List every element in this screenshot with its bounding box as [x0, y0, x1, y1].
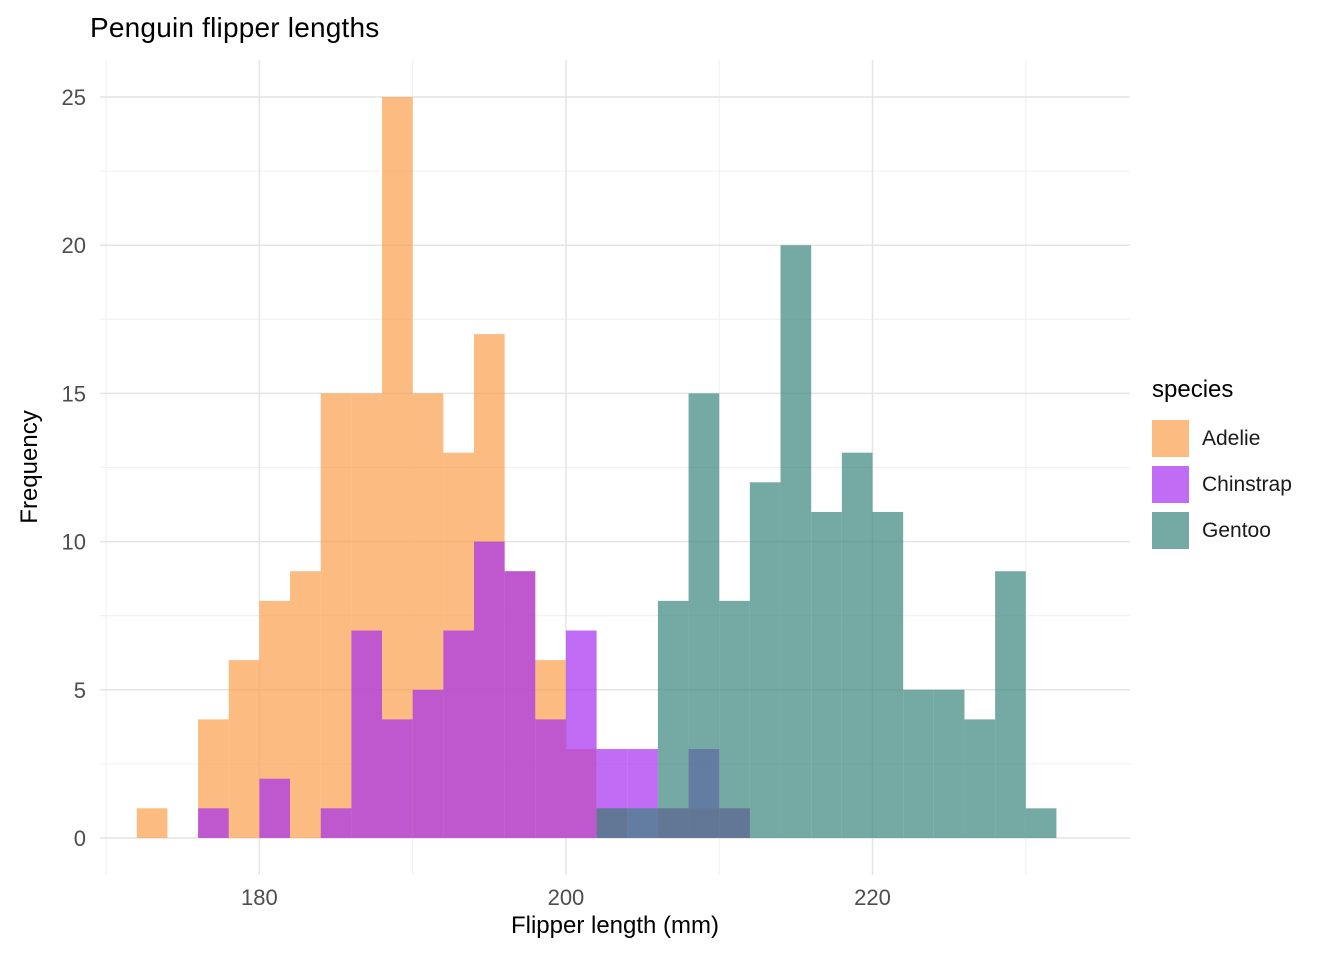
- legend-label-chinstrap: Chinstrap: [1202, 472, 1292, 496]
- histogram-bar-adelie: [320, 393, 352, 838]
- histogram-bar-chinstrap: [443, 630, 474, 838]
- histogram-bar-gentoo: [1025, 808, 1057, 838]
- histogram-bar-chinstrap: [382, 719, 413, 838]
- legend-label-adelie: Adelie: [1202, 426, 1261, 450]
- histogram-bar-chinstrap: [259, 778, 291, 838]
- x-tick-labels: 180 200 220: [241, 885, 891, 910]
- x-tick-label: 200: [548, 885, 585, 910]
- histogram-bar-gentoo: [780, 245, 812, 838]
- x-tick-label: 180: [241, 885, 278, 910]
- histogram-bar-adelie: [382, 97, 413, 838]
- legend-swatch-chinstrap: [1152, 466, 1189, 503]
- histogram-bar-adelie: [228, 660, 260, 838]
- histogram-bar-gentoo: [657, 600, 689, 838]
- legend-item-gentoo: Gentoo: [1152, 512, 1292, 549]
- chart-title: Penguin flipper lengths: [90, 12, 380, 43]
- x-axis-title: Flipper length (mm): [510, 912, 720, 939]
- legend-label-gentoo: Gentoo: [1202, 518, 1271, 542]
- histogram-bar-gentoo: [596, 808, 628, 838]
- legend-item-adelie: Adelie: [1152, 420, 1292, 457]
- histogram-bar-chinstrap: [504, 571, 536, 838]
- histogram-bar-gentoo: [964, 719, 996, 838]
- y-axis-title: Frequency: [16, 410, 43, 524]
- histogram-bar-chinstrap: [351, 630, 383, 838]
- legend-item-chinstrap: Chinstrap: [1152, 466, 1292, 503]
- legend-swatch-adelie: [1152, 420, 1189, 457]
- histogram-bar-chinstrap: [473, 541, 505, 838]
- x-tick-label: 220: [854, 885, 891, 910]
- legend-items: Adelie Chinstrap Gentoo: [1152, 420, 1292, 549]
- histogram-bar-gentoo: [903, 689, 934, 838]
- y-tick-labels: 0 5 10 15 20 25: [62, 85, 86, 851]
- histogram-bar-gentoo: [872, 511, 904, 838]
- y-tick-label: 25: [62, 85, 86, 110]
- histogram-bar-adelie: [290, 571, 321, 838]
- histogram-bar-chinstrap: [198, 808, 229, 838]
- histogram-bar-gentoo: [995, 571, 1026, 838]
- histogram-bar-chinstrap: [565, 630, 597, 838]
- y-tick-label: 0: [74, 826, 86, 851]
- histogram-bar-adelie: [136, 808, 168, 838]
- histogram-bar-chinstrap: [320, 808, 352, 838]
- histogram-bar-gentoo: [688, 393, 720, 838]
- legend: species Adelie Chinstrap Gentoo: [1152, 376, 1292, 549]
- legend-swatch-gentoo: [1152, 512, 1189, 549]
- histogram-bar-gentoo: [933, 689, 965, 838]
- y-tick-label: 15: [62, 381, 86, 406]
- histogram-bar-gentoo: [719, 600, 750, 838]
- y-tick-label: 10: [62, 530, 86, 555]
- histogram-bar-chinstrap: [535, 719, 566, 838]
- bars-gentoo: [596, 245, 1057, 838]
- histogram-bar-chinstrap: [412, 689, 444, 838]
- histogram-bar-gentoo: [627, 808, 658, 838]
- histogram-bar-gentoo: [749, 482, 781, 838]
- y-tick-label: 20: [62, 233, 86, 258]
- histogram-bar-gentoo: [841, 452, 873, 838]
- y-tick-label: 5: [74, 678, 86, 703]
- histogram-bar-gentoo: [811, 511, 842, 838]
- legend-title: species: [1152, 376, 1234, 403]
